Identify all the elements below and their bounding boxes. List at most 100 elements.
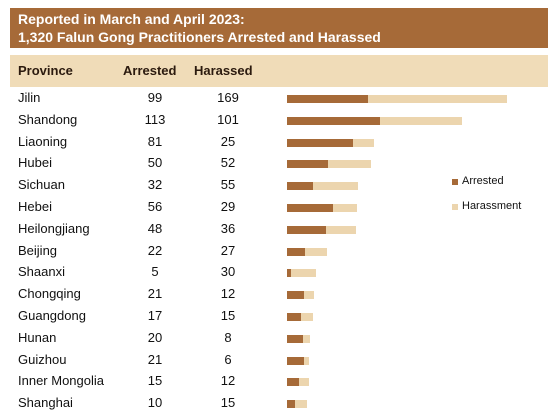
bar-arrested bbox=[287, 225, 327, 234]
province-label: Liaoning bbox=[18, 133, 68, 149]
harassed-value: 52 bbox=[220, 155, 236, 171]
table-row: Jilin 99 169 bbox=[0, 87, 560, 109]
bar-arrested bbox=[287, 313, 301, 321]
bar-harassment bbox=[313, 182, 359, 191]
table-row: Chongqing 21 12 bbox=[0, 283, 560, 305]
chart-title: Reported in March and April 2023: bbox=[18, 11, 245, 27]
arrested-value: 48 bbox=[147, 220, 163, 236]
bar-harassment bbox=[304, 356, 310, 365]
table-row: Hubei 50 52 bbox=[0, 152, 560, 174]
arrested-value: 21 bbox=[147, 286, 163, 302]
harassed-value: 8 bbox=[224, 329, 232, 345]
bar-arrested bbox=[287, 269, 292, 278]
province-label: Hebei bbox=[18, 199, 52, 214]
bar-arrested bbox=[287, 160, 328, 169]
arrested-value: 56 bbox=[147, 199, 163, 214]
legend-swatch-arrested bbox=[452, 179, 458, 185]
table-row: Liaoning 81 25 bbox=[0, 131, 560, 153]
arrested-value: 10 bbox=[147, 395, 163, 411]
table-row: Heilongjiang 48 36 bbox=[0, 218, 560, 240]
arrested-value: 17 bbox=[147, 308, 163, 323]
province-label: Hunan bbox=[18, 329, 57, 345]
legend-label-arrested: Arrested bbox=[462, 175, 504, 187]
arrested-value: 113 bbox=[144, 111, 166, 127]
harassed-value: 15 bbox=[220, 395, 236, 411]
bar-harassment bbox=[379, 116, 463, 125]
bar-harassment bbox=[332, 204, 357, 212]
province-label: Shanghai bbox=[18, 395, 73, 411]
harassed-value: 25 bbox=[220, 133, 236, 149]
bar-arrested bbox=[287, 204, 333, 212]
table-row: Shandong 113 101 bbox=[0, 109, 560, 131]
harassed-value: 55 bbox=[220, 177, 236, 193]
province-label: Guizhou bbox=[18, 351, 67, 367]
bar-harassment bbox=[295, 400, 308, 409]
table-row: Guizhou 21 6 bbox=[0, 349, 560, 371]
province-label: Shaanxi bbox=[18, 264, 65, 280]
harassed-value: 12 bbox=[220, 373, 236, 389]
province-label: Chongqing bbox=[18, 286, 81, 302]
arrested-value: 99 bbox=[147, 90, 163, 105]
harassed-value: 15 bbox=[220, 308, 236, 323]
legend-label-harassment: Harassment bbox=[462, 200, 522, 212]
province-label: Shandong bbox=[18, 111, 78, 127]
harassed-value: 101 bbox=[217, 111, 239, 127]
bar-harassment bbox=[368, 95, 507, 103]
harassed-value: 6 bbox=[224, 351, 232, 367]
table-row: Shaanxi 5 30 bbox=[0, 261, 560, 283]
bar-arrested bbox=[287, 400, 296, 409]
harassed-value: 29 bbox=[220, 199, 236, 214]
bar-arrested bbox=[287, 116, 380, 125]
arrested-value: 22 bbox=[147, 242, 163, 258]
bar-arrested bbox=[287, 334, 304, 343]
bar-arrested bbox=[287, 138, 354, 147]
harassed-value: 12 bbox=[220, 286, 236, 302]
bar-arrested bbox=[287, 247, 306, 256]
province-label: Sichuan bbox=[18, 177, 65, 193]
province-label: Jilin bbox=[18, 90, 41, 105]
arrested-value: 20 bbox=[147, 329, 163, 345]
bar-arrested bbox=[287, 182, 314, 191]
table-row: Hebei 56 29 bbox=[0, 196, 560, 218]
bar-harassment bbox=[304, 291, 315, 300]
bar-harassment bbox=[328, 160, 371, 169]
table-row: Hunan 20 8 bbox=[0, 327, 560, 349]
table-row: Beijing 22 27 bbox=[0, 240, 560, 262]
arrested-value: 50 bbox=[147, 155, 163, 171]
harassed-value: 30 bbox=[220, 264, 236, 280]
arrested-value: 32 bbox=[147, 177, 163, 193]
province-label: Inner Mongolia bbox=[18, 373, 104, 389]
province-label: Heilongjiang bbox=[18, 220, 90, 236]
bar-arrested bbox=[287, 95, 369, 103]
header-harassed: Harassed bbox=[194, 63, 253, 78]
bar-harassment bbox=[305, 247, 328, 256]
arrested-value: 81 bbox=[147, 133, 163, 149]
harassed-value: 27 bbox=[220, 242, 236, 258]
bar-arrested bbox=[287, 356, 305, 365]
bar-arrested bbox=[287, 378, 300, 387]
bar-arrested bbox=[287, 291, 305, 300]
arrested-value: 5 bbox=[151, 264, 159, 280]
bar-harassment bbox=[326, 225, 356, 234]
harassed-value: 36 bbox=[220, 220, 236, 236]
table-row: Shanghai 10 15 bbox=[0, 392, 560, 414]
arrested-value: 15 bbox=[147, 373, 163, 389]
province-label: Hubei bbox=[18, 155, 52, 171]
chart-title-bar: Reported in March and April 2023: 1,320 … bbox=[10, 8, 548, 48]
province-label: Guangdong bbox=[18, 308, 86, 323]
province-label: Beijing bbox=[18, 242, 58, 258]
harassed-value: 169 bbox=[217, 90, 239, 105]
table-row: Inner Mongolia 15 12 bbox=[0, 370, 560, 392]
table-header bbox=[10, 55, 548, 87]
bar-harassment bbox=[291, 269, 316, 278]
header-arrested: Arrested bbox=[123, 63, 177, 78]
table-row: Sichuan 32 55 bbox=[0, 174, 560, 196]
table-row: Guangdong 17 15 bbox=[0, 305, 560, 327]
bar-harassment bbox=[353, 138, 374, 147]
bar-harassment bbox=[303, 334, 310, 343]
arrested-value: 21 bbox=[147, 351, 163, 367]
header-province: Province bbox=[18, 63, 73, 78]
legend-swatch-harassment bbox=[452, 204, 458, 210]
bar-harassment bbox=[299, 378, 310, 387]
chart-subtitle: 1,320 Falun Gong Practitioners Arrested … bbox=[18, 29, 381, 45]
